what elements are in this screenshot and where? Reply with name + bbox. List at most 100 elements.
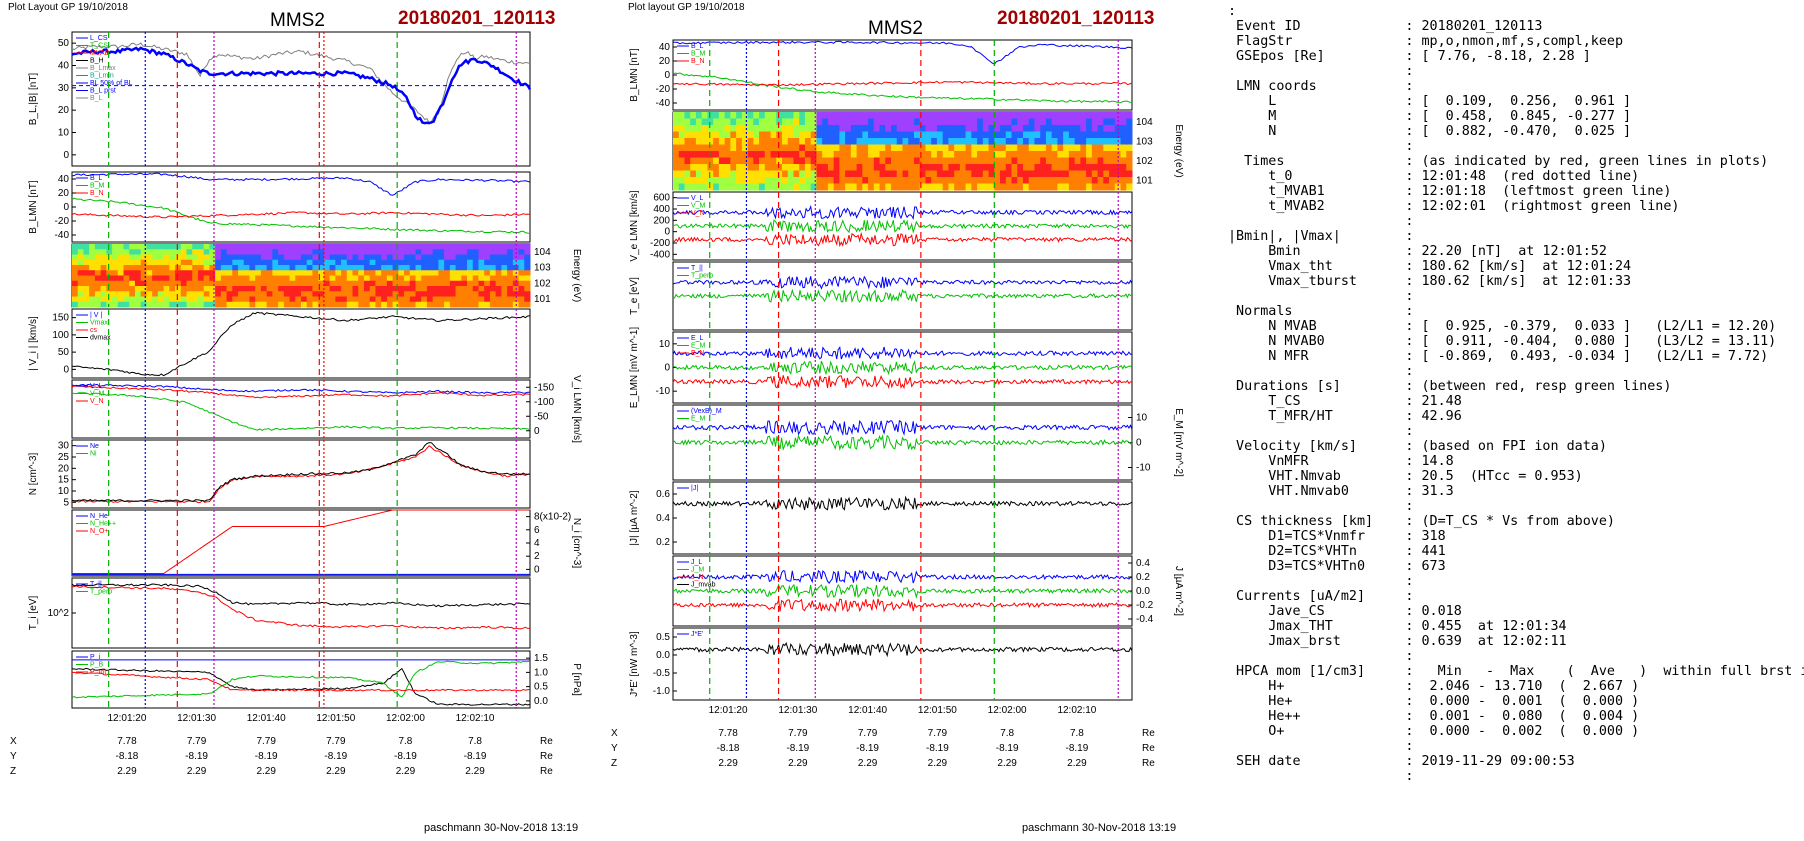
spectrogram-cell — [753, 144, 760, 152]
spectrogram-cell — [404, 280, 411, 287]
spectrogram-cell — [718, 138, 726, 145]
spectrogram-cell — [335, 244, 342, 250]
spectrogram-cell — [1005, 151, 1013, 158]
spectrogram-cell — [106, 249, 113, 255]
spectrogram-cell — [134, 244, 142, 250]
spectrogram-cell — [1040, 112, 1047, 119]
spectrogram-cell — [209, 280, 216, 287]
tick-label-Vi: 100 — [52, 330, 69, 341]
spectrogram-cell — [684, 125, 691, 132]
spectrogram-cell — [266, 280, 273, 287]
spectrogram-cell — [982, 118, 990, 126]
spectrogram-cell — [369, 254, 376, 261]
spectrogram-cell — [100, 296, 107, 303]
spectrogram-cell — [455, 291, 462, 297]
spectrogram-cell — [856, 131, 863, 139]
spectrogram-cell — [1120, 131, 1127, 139]
spectrogram-cell — [804, 177, 812, 184]
spectrogram-cell — [1000, 183, 1007, 191]
right-header-label: Plot layout GP 19/10/2018 — [628, 2, 745, 13]
spectrogram-cell — [954, 177, 961, 184]
spectrogram-cell — [238, 301, 245, 308]
spectrogram-cell — [295, 301, 302, 308]
spectrogram-cell — [381, 286, 388, 292]
spectrogram-cell — [455, 265, 462, 271]
series-line-N — [71, 442, 531, 503]
spectrogram-cell — [724, 131, 731, 139]
spectrogram-cell — [209, 254, 216, 261]
spectrogram-cell — [965, 170, 972, 178]
spectrogram-cell — [140, 296, 147, 303]
spectrogram-cell — [810, 177, 817, 184]
spectrogram-cell — [1120, 157, 1127, 165]
spectrogram-cell — [484, 280, 491, 287]
spectrogram-cell — [965, 164, 972, 171]
spectrogram-cell — [1005, 138, 1013, 145]
spectrogram-cell — [438, 275, 445, 282]
spectrogram-cell — [1022, 151, 1030, 158]
spectrogram-cell — [845, 157, 852, 165]
spectrogram-cell — [335, 275, 342, 282]
spectrogram-cell — [1057, 131, 1064, 139]
spectrogram-cell — [684, 144, 691, 152]
tick-label-Ni: 2 — [534, 551, 540, 562]
spectrogram-cell — [1011, 138, 1018, 145]
spectrogram-cell — [117, 301, 125, 308]
spectrogram-cell — [673, 157, 680, 165]
spectrogram-cell — [243, 254, 250, 261]
spectrogram-cell — [432, 291, 439, 297]
spectrogram-cell — [804, 131, 812, 139]
spectrogram-cell — [329, 244, 336, 250]
spectrogram-cell — [1091, 177, 1099, 184]
spectrogram-cell — [278, 296, 285, 303]
info-line: : — [1228, 139, 1414, 154]
spectrogram-cell — [238, 265, 245, 271]
spectrogram-cell — [1063, 138, 1070, 145]
spectrogram-cell — [804, 170, 812, 178]
spectrogram-cell — [312, 270, 319, 276]
legend-entry: J_M — [691, 567, 704, 574]
tick-label-JLMN: -0.2 — [1136, 600, 1154, 611]
spectrogram-cell — [232, 249, 239, 255]
spectrogram-cell — [1080, 112, 1087, 119]
spectrogram-cell — [438, 249, 445, 255]
spectrogram-cell — [386, 265, 394, 271]
spectrogram-cell — [215, 280, 222, 287]
spectrogram-cell — [260, 296, 268, 303]
spectrogram-cell — [1063, 164, 1070, 171]
spectrogram-cell — [449, 280, 457, 287]
spectrogram-cell — [112, 259, 119, 266]
spectrogram-cell — [862, 125, 869, 132]
spectrogram-cell — [335, 280, 342, 287]
spectrogram-cell — [123, 286, 130, 292]
spectrogram-cell — [501, 280, 508, 287]
spectrogram-cell — [931, 125, 938, 132]
spectrogram-cell — [524, 280, 531, 287]
spectrogram-cell — [971, 131, 978, 139]
spectrogram-cell — [759, 131, 766, 139]
coord-value: -8.19 — [394, 751, 417, 762]
spectrogram-cell — [896, 164, 903, 171]
tick-label-JE: -0.5 — [653, 668, 671, 679]
spectrogram-cell — [1080, 131, 1087, 139]
spectrogram-cell — [982, 164, 990, 171]
spectrogram-cell — [913, 164, 921, 171]
spectrogram-cell — [1109, 131, 1116, 139]
spectrogram-cell — [747, 112, 754, 119]
spectrogram-cell — [157, 244, 165, 250]
spectrogram-cell — [713, 112, 720, 119]
spectrogram-cell — [272, 291, 279, 297]
spectrogram-cell — [186, 275, 193, 282]
spectrogram-cell — [799, 112, 806, 119]
legend-entry: B_L — [90, 95, 103, 102]
spectrogram-cell — [1034, 170, 1041, 178]
spectrogram-cell — [1034, 151, 1041, 158]
spectrogram-cell — [770, 144, 777, 152]
spectrogram-cell — [1074, 177, 1081, 184]
spectrogram-cell — [959, 157, 967, 165]
spectrogram-cell — [249, 259, 256, 266]
spectrogram-cell — [352, 275, 359, 282]
legend-entry: B_L — [90, 175, 103, 182]
spectrogram-cell — [106, 254, 113, 261]
spectrogram-cell — [908, 164, 915, 171]
